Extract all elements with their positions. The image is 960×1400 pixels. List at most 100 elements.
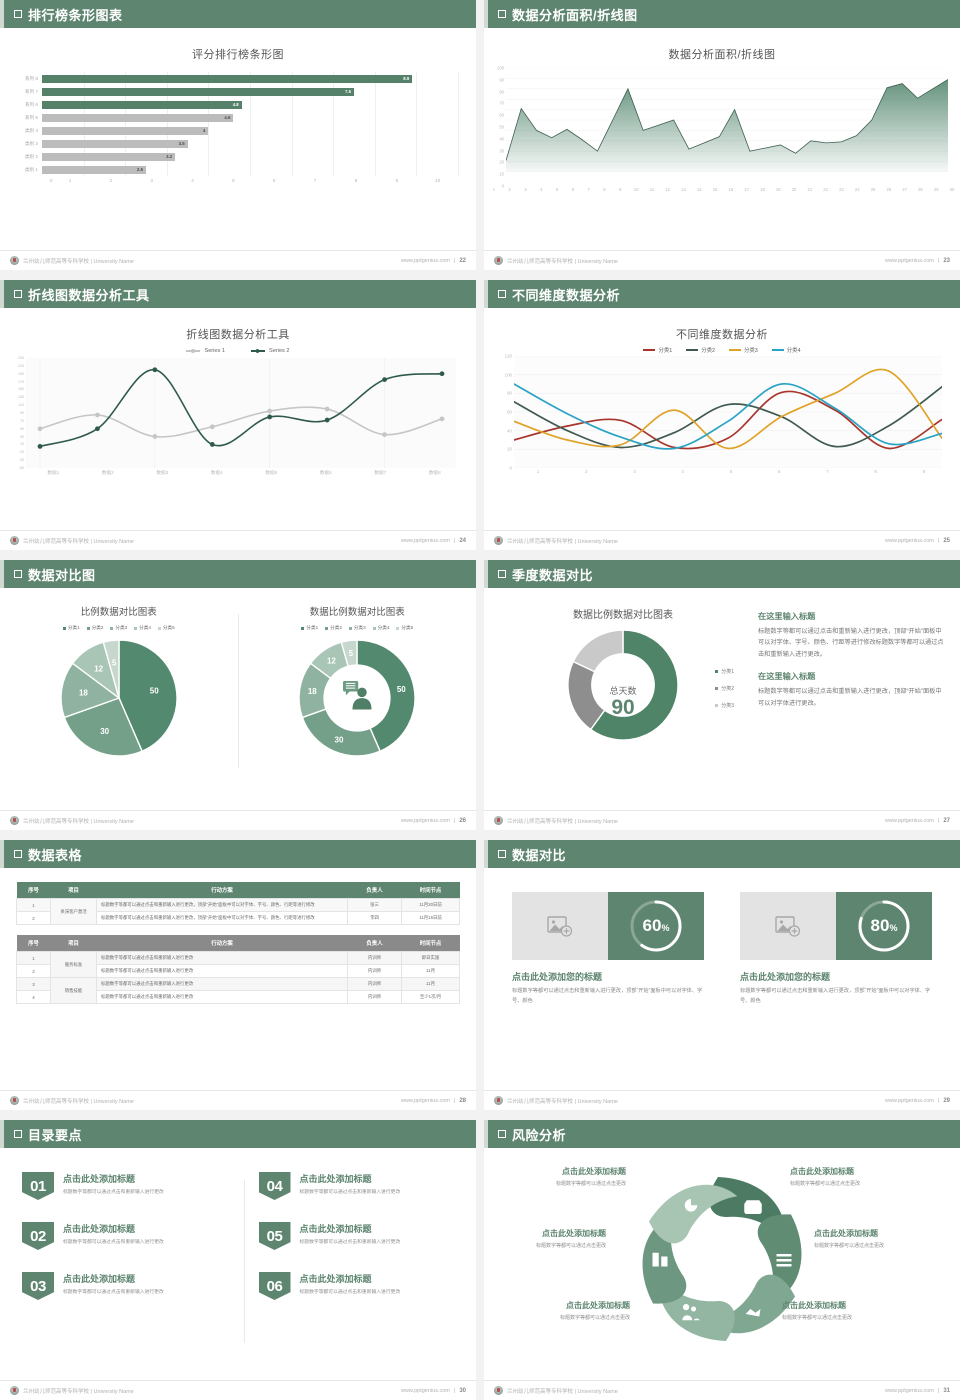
slide-multidim: 不同维度数据分析 不同维度数据分析 分类1 分类2 分类3 分类4 120 100 80 6… [484,280,960,550]
svg-text:30: 30 [100,727,109,736]
bar[interactable]: 4 [42,126,209,135]
legend-item-series1[interactable]: Series 1 [186,348,225,354]
catalog-item[interactable]: 03 点击此处添加标题 标题数字等都可以通过点击和重新输入进行更改 [22,1272,230,1300]
legend-item[interactable]: 分类2 [686,346,715,354]
catalog-number-badge: 03 [22,1272,54,1300]
legend-item[interactable]: 分类1 [715,668,734,675]
table-column-header: 时间节点 [401,935,460,952]
multiline-legend: 分类1 分类2 分类3 分类4 [484,346,960,354]
legend-item[interactable]: 分类3 [715,702,734,709]
footer-site: www.pptgenius.com [884,1097,934,1104]
table-cell-owner: 张三 [347,898,402,912]
legend-item[interactable]: 分类3 [348,625,366,631]
legend-item[interactable]: 分类5 [396,625,413,631]
axis-tick: 8 [354,178,358,183]
school-logo-icon [10,536,19,545]
footer-separator: | [937,257,940,264]
legend-item[interactable]: 分类4 [771,346,801,354]
square-bullet-icon [14,570,22,578]
chart-title: 数据比例数据对比图表 [309,607,405,618]
legend-swatch [771,349,784,351]
slide-body: 01 点击此处添加标题 标题数字等都可以通过点击和重新输入进行更改 02 点击此处添加标… [0,1148,476,1380]
school-logo-icon [10,1386,19,1395]
legend-item[interactable]: 分类3 [729,346,758,354]
card-text: 标题数字等都可以通过点击和重新输入进行更改，顶部“开始”面板中可以对字体、字号、… [512,988,703,1004]
catalog-item[interactable]: 02 点击此处添加标题 标题数字等都可以通过点击和重新输入进行更改 [22,1222,230,1250]
legend-item[interactable]: 分类1 [62,625,80,631]
footer-separator: | [453,817,456,824]
axis-tick: 50 [20,426,24,431]
legend-item[interactable]: 分类2 [715,685,734,692]
legend-item[interactable]: 分类1 [301,625,318,631]
bar[interactable]: 4.6 [42,113,234,122]
catalog-item[interactable]: 06 点击此处添加标题 标题数字等都可以通过点击和重新输入进行更改 [258,1272,467,1300]
risk-title: 点击此处添加标题 [566,1301,630,1310]
slide-footer: 兰州幼儿师范高等专科学校 | University Name www.pptge… [0,1380,476,1400]
legend-item[interactable]: 分类2 [86,625,103,631]
bar-chart-x-axis: 0 1 2 3 4 5 6 7 8 9 10 [42,178,476,183]
slide-header-title: 风险分析 [512,1127,567,1143]
axis-tick: 19 [775,187,781,192]
bar[interactable]: 3.2 [42,152,176,161]
svg-text:12: 12 [94,664,103,673]
bar[interactable]: 2.5 [42,165,146,174]
axis-tick: 数据2 [101,470,114,475]
pie-panel-right: 数据比例数据对比图表 分类1 分类2 分类3 分类4 分类5 50 30 18 12 5 [239,588,477,786]
axis-tick: 9 [619,187,622,192]
legend-swatch [729,349,741,351]
bar[interactable]: 7.5 [42,87,354,96]
bar[interactable]: 4.8 [42,100,242,109]
block-title: 在这里输入标题 [758,672,816,682]
page-number: 22 [459,257,466,264]
axis-tick: 90 [20,411,24,415]
axis-tick: 18 [760,187,765,192]
axis-tick: 6 [777,469,781,474]
legend-item[interactable]: 分类4 [372,625,389,631]
bar-category-label: 系列 6 [24,101,38,107]
axis-tick: 50 [499,124,504,130]
slide-header: 折线图数据分析工具 [0,280,476,308]
image-placeholder[interactable] [740,892,836,960]
legend-swatch [372,626,376,630]
area-chart: 100 90 80 70 60 50 40 30 20 10 0 [497,66,949,189]
compare-card: 80% 点击此处添加您的标题 标题数字等都可以通过点击和重新输入进行更改，顶部“… [740,892,932,1007]
table-cell-action: 标题数字等都可以通过点击和重新输入进行更改 [96,977,348,991]
axis-tick: 7 [826,469,829,474]
page-number: 31 [943,1387,950,1394]
risk-label-3: 点击此处添加标题 标题数字等都可以通过点击更改 [484,1228,606,1249]
axis-tick: 0 [50,178,53,183]
ring-svg [858,900,910,952]
risk-label-5: 点击此处添加标题 标题数字等都可以通过点击更改 [484,1300,630,1321]
bar-track: 3.2 [42,150,459,163]
bar[interactable]: 3.5 [42,139,188,148]
table-cell-action: 标题数字等都可以通过点击和重新输入进行更改 [96,990,348,1004]
axis-tick: 10 [20,442,24,447]
legend-swatch [686,349,699,351]
legend-swatch [325,626,329,630]
catalog-item[interactable]: 05 点击此处添加标题 标题数字等都可以通过点击和重新输入进行更改 [258,1222,467,1250]
legend-item[interactable]: 分类1 [643,346,672,354]
chart-title: 数据分析面积/折线图 [668,49,776,61]
legend-item[interactable]: 分类5 [157,625,175,631]
catalog-number-badge: 04 [258,1172,291,1200]
legend-item[interactable]: 分类2 [325,625,342,631]
pie-legend-right: 分类1 分类2 分类3 分类4 分类5 [239,625,477,631]
legend-item-series2[interactable]: Series 2 [251,348,290,354]
legend-item[interactable]: 分类3 [110,625,127,631]
axis-tick: 数据5 [265,470,278,475]
table-cell-owner: 内训师 [347,951,402,965]
catalog-item[interactable]: 04 点击此处添加标题 标题数字等都可以通过点击和重新输入进行更改 [258,1172,467,1200]
catalog-item[interactable]: 01 点击此处添加标题 标题数字等都可以通过点击和重新输入进行更改 [22,1172,230,1200]
slide-header: 排行榜条形图表 [0,0,476,28]
table-cell-time: 11月 [401,964,460,978]
axis-tick: 21 [807,187,813,192]
legend-item[interactable]: 分类4 [134,625,151,631]
bar[interactable]: 8.9 [42,74,413,83]
axis-tick: 10 [499,171,504,177]
footer-org: 兰州幼儿师范高等专科学校 | University Name [507,258,618,265]
square-bullet-icon [14,290,22,298]
pie-panel-left: 比例数据对比图表 分类1 分类2 分类3 分类4 分类5 50 30 18 12 5 [0,588,238,786]
image-placeholder[interactable] [512,892,608,960]
percent-unit: % [889,923,898,933]
